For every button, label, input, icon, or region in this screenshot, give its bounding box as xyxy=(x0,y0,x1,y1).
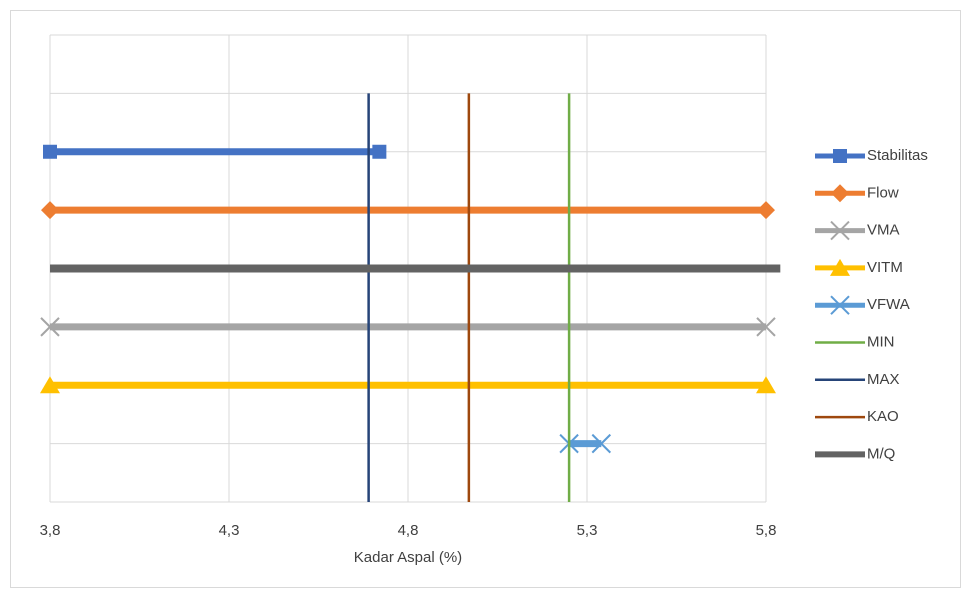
x-tick-label: 3,8 xyxy=(40,522,61,539)
legend-label: MAX xyxy=(867,371,900,388)
x-axis-title: Kadar Aspal (%) xyxy=(354,549,462,566)
legend-label: VITM xyxy=(867,259,903,276)
legend-label: Stabilitas xyxy=(867,147,928,164)
legend-label: VFWA xyxy=(867,296,910,313)
legend-label: MIN xyxy=(867,333,895,350)
legend-label: KAO xyxy=(867,408,899,425)
legend-label: M/Q xyxy=(867,445,895,462)
x-tick-label: 5,8 xyxy=(756,522,777,539)
x-tick-label: 5,3 xyxy=(577,522,598,539)
marker xyxy=(372,145,386,159)
marker xyxy=(833,149,847,163)
marker xyxy=(43,145,57,159)
legend-label: Flow xyxy=(867,184,899,201)
x-tick-label: 4,3 xyxy=(219,522,240,539)
x-tick-label: 4,8 xyxy=(398,522,419,539)
chart: Kadar Aspal (%) 3,8 4,3 4,8 5,3 5,8 Stabilita… xyxy=(0,0,965,591)
chart-border xyxy=(11,11,961,588)
legend-label: VMA xyxy=(867,222,900,239)
